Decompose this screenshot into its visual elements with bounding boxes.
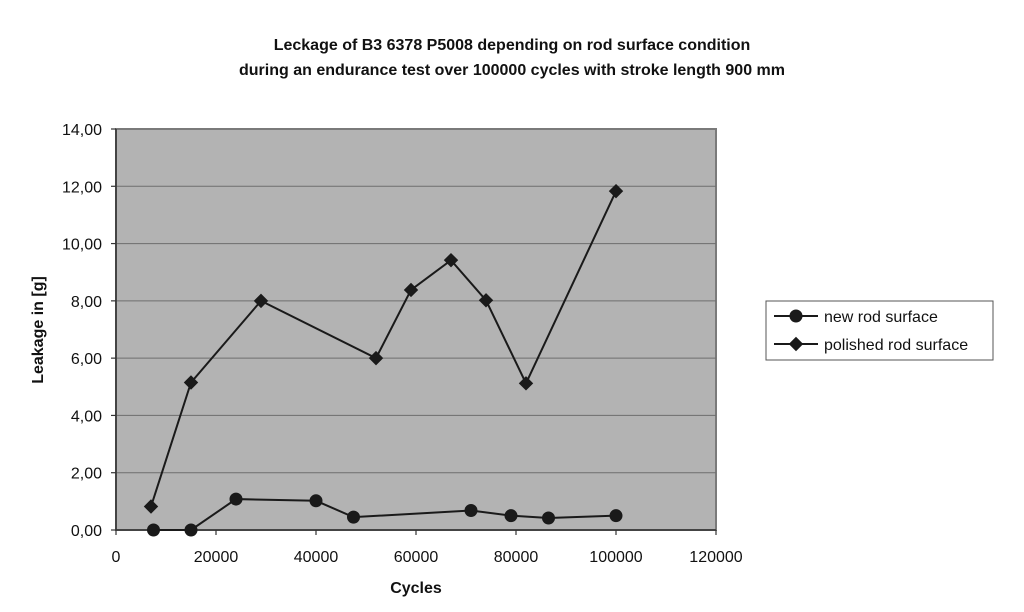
data-point-1-2 bbox=[253, 293, 269, 309]
y-tick-label-1: 2,00 bbox=[71, 466, 102, 483]
data-point-0-8 bbox=[609, 509, 623, 523]
data-point-0-6 bbox=[504, 509, 518, 523]
legend-item-1: polished rod surface bbox=[774, 336, 968, 354]
legend-label-1: polished rod surface bbox=[824, 337, 968, 354]
data-point-1-7 bbox=[518, 376, 534, 391]
data-point-0-0 bbox=[147, 523, 160, 537]
series-new-rod-surface bbox=[147, 492, 623, 537]
legend: new rod surface polished rod surface bbox=[765, 300, 994, 361]
grid-lines bbox=[116, 185, 716, 474]
x-tick-label-1: 20000 bbox=[194, 549, 239, 566]
x-tick-label-0: 0 bbox=[112, 549, 121, 566]
data-point-1-0 bbox=[143, 499, 159, 514]
y-tick-label-6: 12,00 bbox=[62, 179, 102, 196]
x-axis-title: Cycles bbox=[390, 580, 442, 597]
y-tick-label-5: 10,00 bbox=[62, 237, 102, 254]
data-point-0-7 bbox=[542, 511, 555, 525]
y-axis-title: Leakage in [g] bbox=[30, 276, 47, 384]
legend-marker-1 bbox=[788, 336, 804, 352]
x-tick-label-5: 100000 bbox=[589, 549, 642, 566]
data-point-1-1 bbox=[183, 375, 199, 390]
x-tick-label-3: 60000 bbox=[394, 549, 439, 566]
y-tick-label-4: 8,00 bbox=[71, 294, 102, 311]
x-axis-ticks: 0 20000 40000 60000 80000 100000 120000 bbox=[112, 530, 743, 566]
chart-title-line-2: during an endurance test over 100000 cyc… bbox=[239, 62, 785, 79]
legend-label-0: new rod surface bbox=[824, 309, 938, 326]
y-tick-label-0: 0,00 bbox=[71, 523, 102, 540]
data-point-0-1 bbox=[184, 523, 198, 537]
data-point-1-5 bbox=[443, 252, 459, 268]
legend-marker-0 bbox=[789, 309, 803, 323]
data-point-1-4 bbox=[403, 282, 419, 298]
legend-item-0: new rod surface bbox=[774, 309, 938, 326]
y-axis-ticks: 0,00 2,00 4,00 6,00 8,00 10,00 12,00 14,00 bbox=[62, 122, 116, 540]
x-tick-label-6: 120000 bbox=[689, 549, 742, 566]
x-tick-label-4: 80000 bbox=[494, 549, 539, 566]
x-tick-label-2: 40000 bbox=[294, 549, 339, 566]
y-tick-label-3: 6,00 bbox=[71, 351, 102, 368]
data-point-1-6 bbox=[478, 293, 494, 308]
data-series bbox=[143, 183, 624, 537]
legend-items: new rod surface polished rod surface bbox=[774, 309, 968, 354]
series-polished-rod-surface bbox=[143, 183, 624, 514]
data-point-1-8 bbox=[608, 183, 624, 199]
data-point-0-3 bbox=[309, 494, 323, 508]
y-tick-label-2: 4,00 bbox=[71, 408, 102, 425]
data-point-0-5 bbox=[464, 504, 478, 518]
y-tick-label-7: 14,00 bbox=[62, 122, 102, 139]
data-point-1-3 bbox=[368, 350, 384, 366]
data-point-0-2 bbox=[229, 492, 243, 506]
plot-area bbox=[115, 128, 717, 531]
chart-title: Leckage of B3 6378 P5008 depending on ro… bbox=[239, 37, 785, 79]
data-point-0-4 bbox=[347, 510, 360, 524]
chart-title-line-1: Leckage of B3 6378 P5008 depending on ro… bbox=[274, 37, 751, 54]
legend-box bbox=[765, 300, 994, 361]
